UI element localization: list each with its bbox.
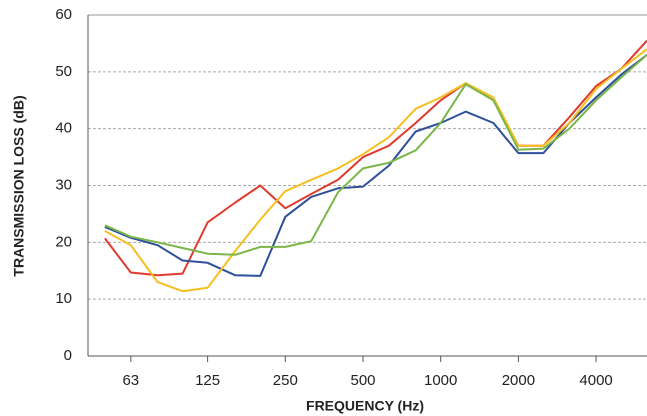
series-line — [104, 48, 647, 293]
y-tick-label: 50 — [55, 63, 72, 80]
x-tick-label: 1000 — [424, 372, 457, 389]
y-tick-label: 60 — [55, 6, 72, 23]
x-tick-label: 125 — [195, 372, 220, 389]
x-tick-label: 4000 — [579, 372, 612, 389]
y-tick-label: 20 — [55, 233, 72, 250]
x-tick-label: 2000 — [502, 372, 535, 389]
y-tick-label: 40 — [55, 120, 72, 137]
y-tick-label: 10 — [55, 290, 72, 307]
x-tick-label: 63 — [122, 372, 139, 389]
y-tick-label: 30 — [55, 176, 72, 193]
y-axis-title: TRANSMISSION LOSS (dB) — [11, 95, 27, 276]
series-line — [104, 39, 647, 277]
y-tick-label: 0 — [64, 347, 72, 364]
x-tick-label: 500 — [350, 372, 375, 389]
x-tick-label: 250 — [273, 372, 298, 389]
series-line — [104, 54, 647, 256]
x-axis-title: FREQUENCY (Hz) — [306, 398, 424, 414]
